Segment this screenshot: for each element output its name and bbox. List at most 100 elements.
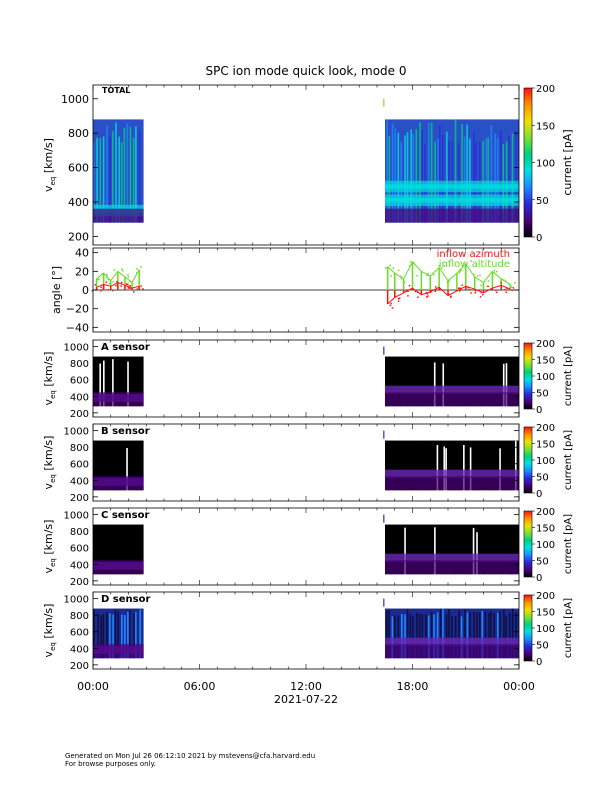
y-tick-label: 800 bbox=[70, 611, 89, 622]
data-streak bbox=[404, 135, 406, 223]
data-streak bbox=[448, 609, 450, 659]
data-streak bbox=[458, 360, 460, 407]
colorbar-tick-label: 100 bbox=[536, 159, 555, 170]
data-streak bbox=[415, 360, 418, 407]
legend-altitude: inflow altitude bbox=[439, 259, 510, 270]
core-speed-band bbox=[384, 469, 519, 478]
data-streak bbox=[451, 615, 453, 659]
data-streak bbox=[100, 615, 102, 659]
data-streak bbox=[440, 443, 442, 491]
data-streak bbox=[452, 442, 454, 491]
altitude-point bbox=[511, 286, 513, 288]
azimuth-point bbox=[434, 290, 437, 293]
data-streak bbox=[488, 363, 490, 407]
altitude-point bbox=[476, 275, 479, 277]
data-streak bbox=[508, 612, 511, 659]
data-streak bbox=[476, 359, 479, 407]
data-streak bbox=[111, 529, 114, 575]
data-streak bbox=[479, 361, 481, 407]
azimuth-point bbox=[100, 286, 102, 289]
colorbar-tick-label: 200 bbox=[536, 591, 555, 602]
data-streak bbox=[136, 531, 138, 575]
data-streak bbox=[99, 363, 101, 407]
altitude-line bbox=[387, 261, 511, 285]
altitude-point bbox=[121, 269, 124, 272]
data-streak bbox=[412, 529, 415, 575]
colorbar-tick-label: 100 bbox=[536, 372, 555, 383]
data-streak bbox=[391, 123, 394, 223]
data-streak bbox=[466, 531, 468, 575]
data-streak bbox=[488, 612, 490, 659]
data-streak bbox=[409, 614, 412, 659]
data-streak bbox=[106, 363, 108, 407]
data-streak bbox=[430, 529, 433, 575]
data-streak bbox=[109, 362, 112, 407]
data-streak bbox=[410, 445, 412, 491]
data-streak bbox=[427, 123, 430, 223]
altitude-point bbox=[127, 273, 129, 276]
data-streak bbox=[115, 529, 117, 575]
core-speed-band bbox=[384, 385, 519, 394]
data-streak bbox=[499, 360, 502, 407]
data-streak bbox=[511, 608, 514, 659]
data-streak bbox=[493, 613, 495, 659]
data-streak bbox=[419, 531, 422, 575]
colorbar-tick-label: 150 bbox=[536, 524, 555, 535]
azimuth-point bbox=[496, 291, 498, 294]
colorbar-tick-label: 200 bbox=[536, 84, 555, 95]
data-streak bbox=[458, 610, 460, 659]
data-streak bbox=[419, 122, 421, 223]
data-streak bbox=[126, 529, 129, 575]
data-streak bbox=[404, 527, 406, 575]
data-streak bbox=[106, 125, 108, 223]
y-tick-label: 400 bbox=[70, 476, 89, 487]
data-streak bbox=[410, 129, 412, 223]
azimuth-point bbox=[107, 289, 110, 291]
colorbar bbox=[523, 342, 533, 410]
colorbar-tick-label: 50 bbox=[536, 641, 549, 652]
data-streak bbox=[385, 610, 388, 659]
azimuth-point bbox=[459, 287, 462, 289]
data-streak bbox=[511, 133, 514, 223]
azimuth-point bbox=[487, 285, 489, 288]
data-streak bbox=[484, 611, 487, 659]
data-streak bbox=[132, 360, 135, 407]
data-streak bbox=[394, 444, 397, 491]
x-date-label: 2021-07-22 bbox=[274, 693, 338, 706]
data-streak bbox=[118, 136, 120, 223]
data-streak bbox=[391, 528, 393, 575]
data-streak bbox=[508, 359, 511, 407]
data-streak bbox=[109, 613, 111, 659]
data-streak bbox=[409, 525, 411, 575]
altitude-point bbox=[400, 278, 403, 280]
data-streak bbox=[425, 614, 427, 659]
chart-title: SPC ion mode quick look, mode 0 bbox=[206, 64, 407, 78]
azimuth-point bbox=[458, 290, 461, 292]
azimuth-point bbox=[408, 284, 411, 287]
y-tick-label: 600 bbox=[68, 162, 89, 175]
panel-label: C sensor bbox=[101, 510, 149, 521]
altitude-point bbox=[487, 280, 490, 282]
data-streak bbox=[445, 448, 447, 491]
data-streak bbox=[436, 364, 439, 407]
colorbar bbox=[523, 426, 533, 494]
colorbar-tick-label: 200 bbox=[536, 423, 555, 434]
data-streak bbox=[488, 527, 490, 575]
data-streak bbox=[102, 614, 105, 659]
colorbar-label: current [pA] bbox=[563, 598, 574, 658]
altitude-point bbox=[429, 279, 431, 281]
y-tick-label: 600 bbox=[70, 628, 89, 639]
data-streak bbox=[481, 358, 483, 407]
azimuth-point bbox=[398, 297, 401, 299]
x-tick-label: 00:00 bbox=[77, 680, 109, 693]
data-streak bbox=[392, 361, 394, 407]
data-streak bbox=[403, 441, 406, 491]
y-tick-label: 800 bbox=[70, 443, 89, 454]
azimuth-point bbox=[505, 291, 507, 294]
data-streak bbox=[93, 609, 95, 659]
data-streak bbox=[493, 441, 495, 491]
data-streak bbox=[436, 524, 438, 575]
altitude-point bbox=[392, 267, 395, 269]
azimuth-point bbox=[397, 298, 400, 300]
data-streak bbox=[442, 363, 445, 407]
